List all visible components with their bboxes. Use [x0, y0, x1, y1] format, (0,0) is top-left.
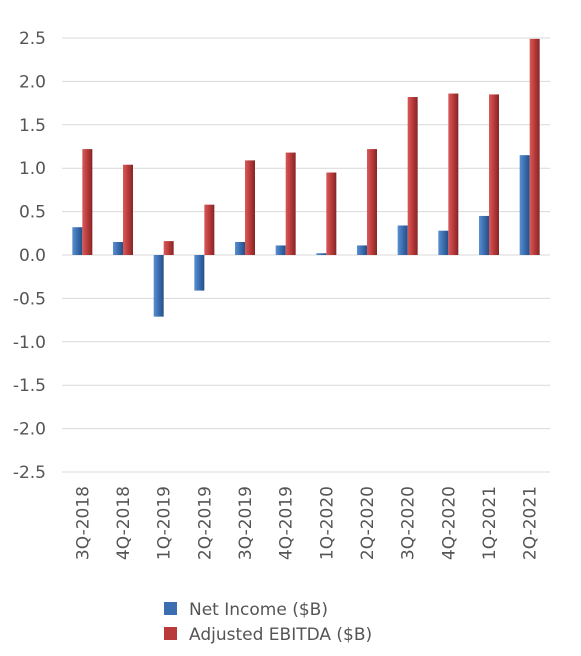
bar-adjusted-ebitda [123, 164, 133, 255]
y-tick-label: 0.5 [19, 203, 46, 223]
y-tick-label: 0.0 [19, 246, 46, 266]
y-tick-label: 2.5 [19, 29, 46, 49]
y-tick-label: -0.5 [13, 289, 46, 309]
y-tick-label: 1.5 [19, 116, 46, 136]
bar-net-income [438, 230, 449, 255]
x-tick-label: 2Q-2021 [521, 486, 541, 560]
bar-adjusted-ebitda [163, 241, 174, 255]
bar-net-income [235, 241, 245, 255]
bar-net-income [397, 225, 408, 255]
y-tick-label: -2.0 [13, 420, 46, 440]
legend-label-adjusted-ebitda: Adjusted EBITDA ($B) [189, 625, 372, 645]
x-tick-label: 2Q-2020 [358, 486, 378, 560]
gridlines [62, 37, 550, 473]
x-tick-label: 3Q-2020 [399, 486, 419, 560]
bar-adjusted-ebitda [204, 204, 215, 255]
y-tick-label: -1.0 [13, 333, 46, 353]
y-tick-label: -1.5 [13, 376, 46, 396]
x-tick-label: 3Q-2019 [236, 486, 256, 560]
legend-swatch-adjusted-ebitda [164, 627, 177, 640]
legend-label-net-income: Net Income ($B) [189, 600, 328, 620]
bar-adjusted-ebitda [82, 149, 93, 255]
bar-adjusted-ebitda [448, 93, 459, 255]
bar-net-income [275, 245, 286, 255]
legend: Net Income ($B) Adjusted EBITDA ($B) [164, 600, 372, 645]
x-tick-label: 1Q-2020 [317, 486, 337, 560]
bar-adjusted-ebitda [285, 152, 296, 255]
bar-adjusted-ebitda [529, 38, 540, 256]
y-tick-label: 1.0 [19, 159, 46, 179]
x-tick-label: 1Q-2019 [155, 486, 175, 560]
bar-net-income [479, 215, 489, 255]
x-tick-label: 4Q-2018 [114, 486, 134, 560]
bar-net-income [357, 245, 367, 255]
x-tick-label: 3Q-2018 [73, 486, 93, 560]
bar-net-income [194, 255, 205, 291]
bar-adjusted-ebitda [245, 160, 255, 255]
x-tick-label: 4Q-2019 [277, 486, 297, 560]
y-axis-ticks: 2.5 2.0 1.5 1.0 0.5 0.0 -0.5 -1.0 -1.5 -2.0 -2.5 [13, 29, 46, 483]
bar-adjusted-ebitda [367, 149, 377, 255]
x-tick-label: 4Q-2020 [439, 486, 459, 560]
y-tick-label: -2.5 [13, 463, 46, 483]
x-tick-label: 2Q-2019 [195, 486, 215, 560]
bar-net-income [519, 155, 530, 255]
bar-net-income [316, 253, 327, 255]
bar-net-income [113, 241, 123, 255]
y-tick-label: 2.0 [19, 72, 46, 92]
bars [72, 38, 540, 317]
x-axis-ticks: 3Q-2018 4Q-2018 1Q-2019 2Q-2019 3Q-2019 4Q-20… [73, 486, 540, 560]
legend-swatch-net-income [164, 602, 177, 615]
bar-adjusted-ebitda [407, 97, 418, 255]
bar-adjusted-ebitda [326, 172, 337, 255]
bar-net-income [72, 227, 83, 255]
bar-net-income [153, 255, 164, 317]
x-tick-label: 1Q-2021 [480, 486, 500, 560]
bar-adjusted-ebitda [489, 94, 499, 255]
